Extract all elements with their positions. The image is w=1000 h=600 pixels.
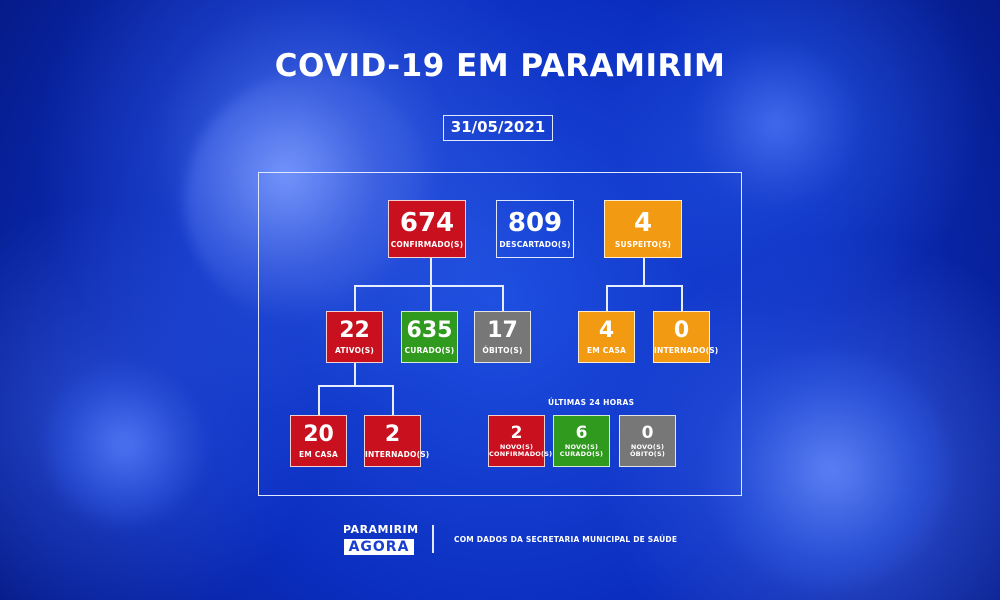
novos-confirmados-value: 2: [510, 423, 523, 443]
obitos-label: ÓBITO(S): [482, 346, 523, 355]
report-date: 31/05/2021: [443, 115, 553, 141]
curados-box: 635 CURADO(S): [401, 311, 458, 363]
suspeitos-internados-value: 0: [673, 318, 690, 343]
connector-line: [354, 362, 356, 386]
confirmados-box: 674 CONFIRMADO(S): [388, 200, 466, 258]
curados-value: 635: [406, 318, 453, 343]
ativos-em-casa-label: EM CASA: [298, 450, 339, 459]
novos-confirmados-label-1: NOVO(S): [499, 443, 534, 451]
novos-obitos-value: 0: [641, 423, 654, 443]
suspeitos-em-casa-box: 4 EM CASA: [578, 311, 635, 363]
ativos-internados-label: INTERNADO(S): [365, 450, 430, 459]
ultimas-24h-heading: ÚLTIMAS 24 HORAS: [548, 398, 635, 407]
connector-line: [681, 285, 683, 311]
novos-curados-label-1: NOVO(S): [564, 443, 599, 451]
suspeitos-box: 4 SUSPEITO(S): [604, 200, 682, 258]
curados-label: CURADO(S): [404, 346, 455, 355]
connector-line: [354, 285, 503, 287]
novos-obitos-label-2: ÓBITO(S): [629, 450, 666, 458]
footer-divider: [432, 525, 434, 553]
novos-obitos-box: 0 NOVO(S) ÓBITO(S): [619, 415, 676, 467]
virus-illustration: [40, 360, 210, 530]
obitos-value: 17: [487, 318, 518, 343]
confirmados-label: CONFIRMADO(S): [390, 240, 464, 249]
virus-illustration: [700, 350, 960, 590]
connector-line: [354, 285, 356, 311]
suspeitos-em-casa-label: EM CASA: [586, 346, 627, 355]
novos-curados-box: 6 NOVO(S) CURADO(S): [553, 415, 610, 467]
logo-top-text: PARAMIRIM: [343, 523, 419, 536]
suspeitos-em-casa-value: 4: [598, 318, 615, 343]
page-title: COVID-19 EM PARAMIRIM: [274, 48, 726, 84]
descartados-label: DESCARTADO(S): [499, 240, 571, 249]
novos-confirmados-box: 2 NOVO(S) CONFIRMADO(S): [488, 415, 553, 467]
connector-line: [430, 285, 432, 311]
virus-illustration: [690, 40, 860, 210]
novos-curados-value: 6: [575, 423, 588, 443]
ativos-value: 22: [339, 318, 370, 343]
ativos-internados-value: 2: [384, 422, 401, 447]
suspeitos-value: 4: [633, 208, 653, 238]
confirmados-value: 674: [399, 208, 455, 238]
connector-line: [318, 385, 393, 387]
suspeitos-internados-box: 0 INTERNADO(S): [653, 311, 719, 363]
novos-curados-label-2: CURADO(S): [559, 450, 604, 458]
logo-bottom-text: AGORA: [343, 539, 415, 555]
connector-line: [643, 258, 645, 286]
obitos-box: 17 ÓBITO(S): [474, 311, 531, 363]
connector-line: [606, 285, 608, 311]
novos-obitos-label-1: NOVO(S): [630, 443, 665, 451]
data-source: COM DADOS DA SECRETARIA MUNICIPAL DE SAÚ…: [454, 535, 678, 544]
ativos-box: 22 ATIVO(S): [326, 311, 383, 363]
descartados-box: 809 DESCARTADO(S): [496, 200, 574, 258]
connector-line: [318, 385, 320, 415]
suspeitos-internados-label: INTERNADO(S): [654, 346, 719, 355]
descartados-value: 809: [507, 208, 563, 238]
paramirim-agora-logo: PARAMIRIM AGORA: [343, 523, 419, 555]
connector-line: [606, 285, 682, 287]
connector-line: [392, 385, 394, 415]
novos-confirmados-label-2: CONFIRMADO(S): [489, 450, 553, 458]
ativos-internados-box: 2 INTERNADO(S): [364, 415, 430, 467]
connector-line: [502, 285, 504, 311]
ativos-em-casa-box: 20 EM CASA: [290, 415, 347, 467]
ativos-em-casa-value: 20: [303, 422, 334, 447]
suspeitos-label: SUSPEITO(S): [614, 240, 672, 249]
stats-panel: [258, 172, 742, 496]
connector-line: [430, 258, 432, 286]
ativos-label: ATIVO(S): [334, 346, 375, 355]
